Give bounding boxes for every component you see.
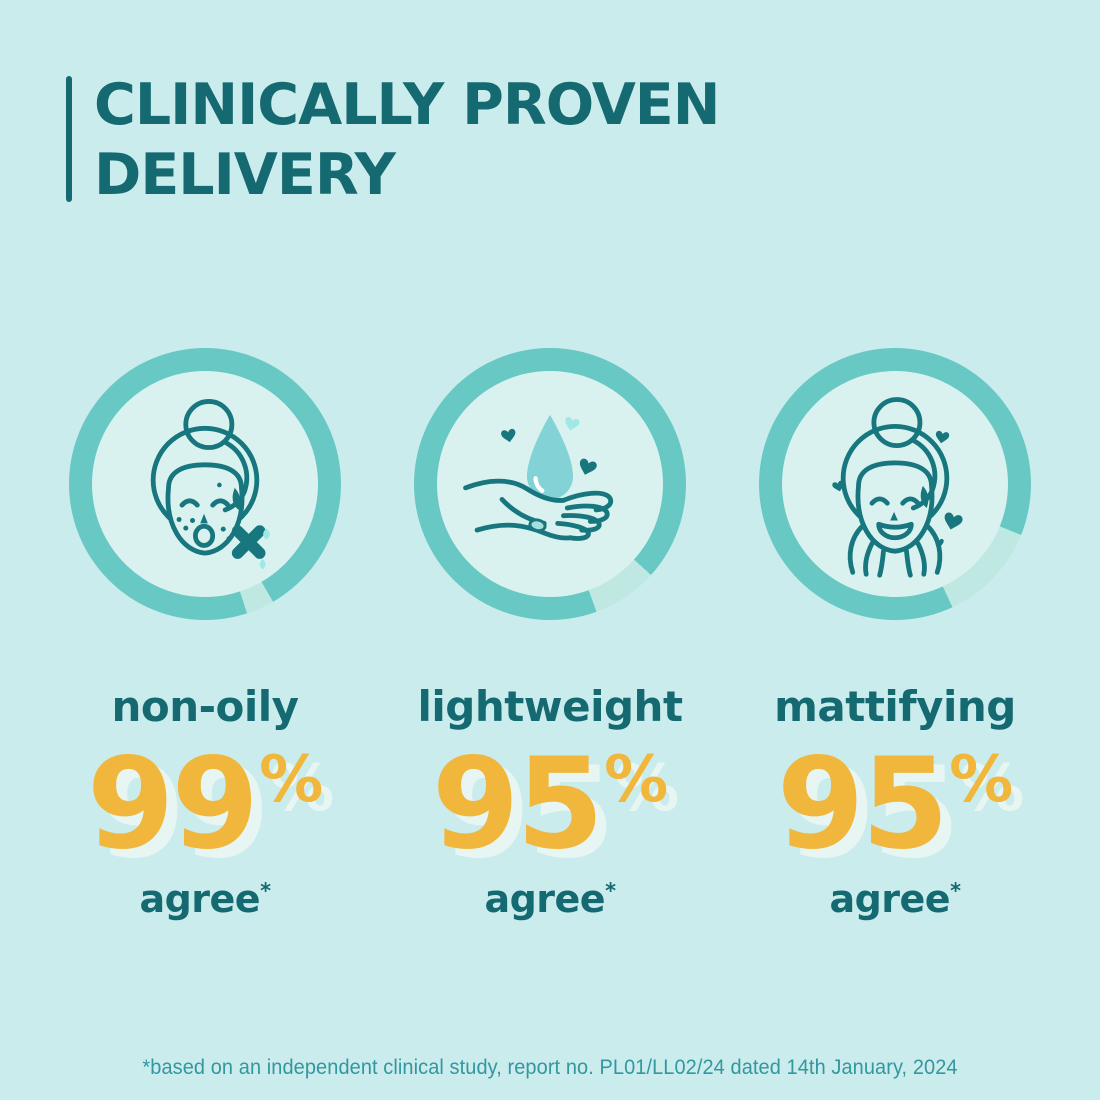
percent-sign: %: [259, 743, 324, 817]
stat-value: 95: [431, 730, 604, 877]
hand-with-droplet-icon: [463, 414, 614, 541]
ring-inner-circle: [92, 371, 318, 597]
progress-ring-non-oily: [69, 348, 341, 620]
footnote-marker: *: [260, 879, 271, 904]
footnote-marker: *: [950, 879, 961, 904]
stat-non-oily: non-oily 99% agree*: [55, 348, 355, 921]
pampered-face-icon: [831, 397, 964, 578]
progress-ring-lightweight: [414, 348, 686, 620]
blemish-free-face-icon: [150, 399, 270, 570]
footnote: *based on an independent clinical study,…: [142, 1056, 958, 1079]
page-title: CLINICALLY PROVEN DELIVERY: [94, 70, 720, 210]
percent-sign: %: [604, 743, 669, 817]
page-title-line2: DELIVERY: [94, 142, 396, 208]
header: CLINICALLY PROVEN DELIVERY: [66, 70, 720, 210]
stat-label: lightweight: [417, 682, 683, 731]
stat-percent: 99%: [87, 741, 323, 867]
stat-lightweight: lightweight 95% agree*: [400, 348, 700, 921]
ring-inner-circle: [437, 371, 663, 597]
stat-agree: agree*: [829, 877, 961, 921]
page-title-line1: CLINICALLY PROVEN: [94, 72, 720, 138]
ring-inner-circle: [782, 371, 1008, 597]
footnote-marker: *: [605, 879, 616, 904]
stat-agree: agree*: [139, 877, 271, 921]
stat-mattifying: mattifying 95% agree*: [745, 348, 1045, 921]
stat-label: mattifying: [774, 682, 1016, 731]
stats-row: non-oily 99% agree*: [0, 348, 1100, 921]
stat-value: 95: [776, 730, 949, 877]
stat-value: 99: [86, 730, 259, 877]
stat-agree: agree*: [484, 877, 616, 921]
stat-percent: 95%: [777, 741, 1013, 867]
stat-percent: 95%: [432, 741, 668, 867]
percent-sign: %: [949, 743, 1014, 817]
title-accent-bar: [66, 76, 72, 202]
stat-label: non-oily: [111, 682, 299, 731]
progress-ring-mattifying: [759, 348, 1031, 620]
